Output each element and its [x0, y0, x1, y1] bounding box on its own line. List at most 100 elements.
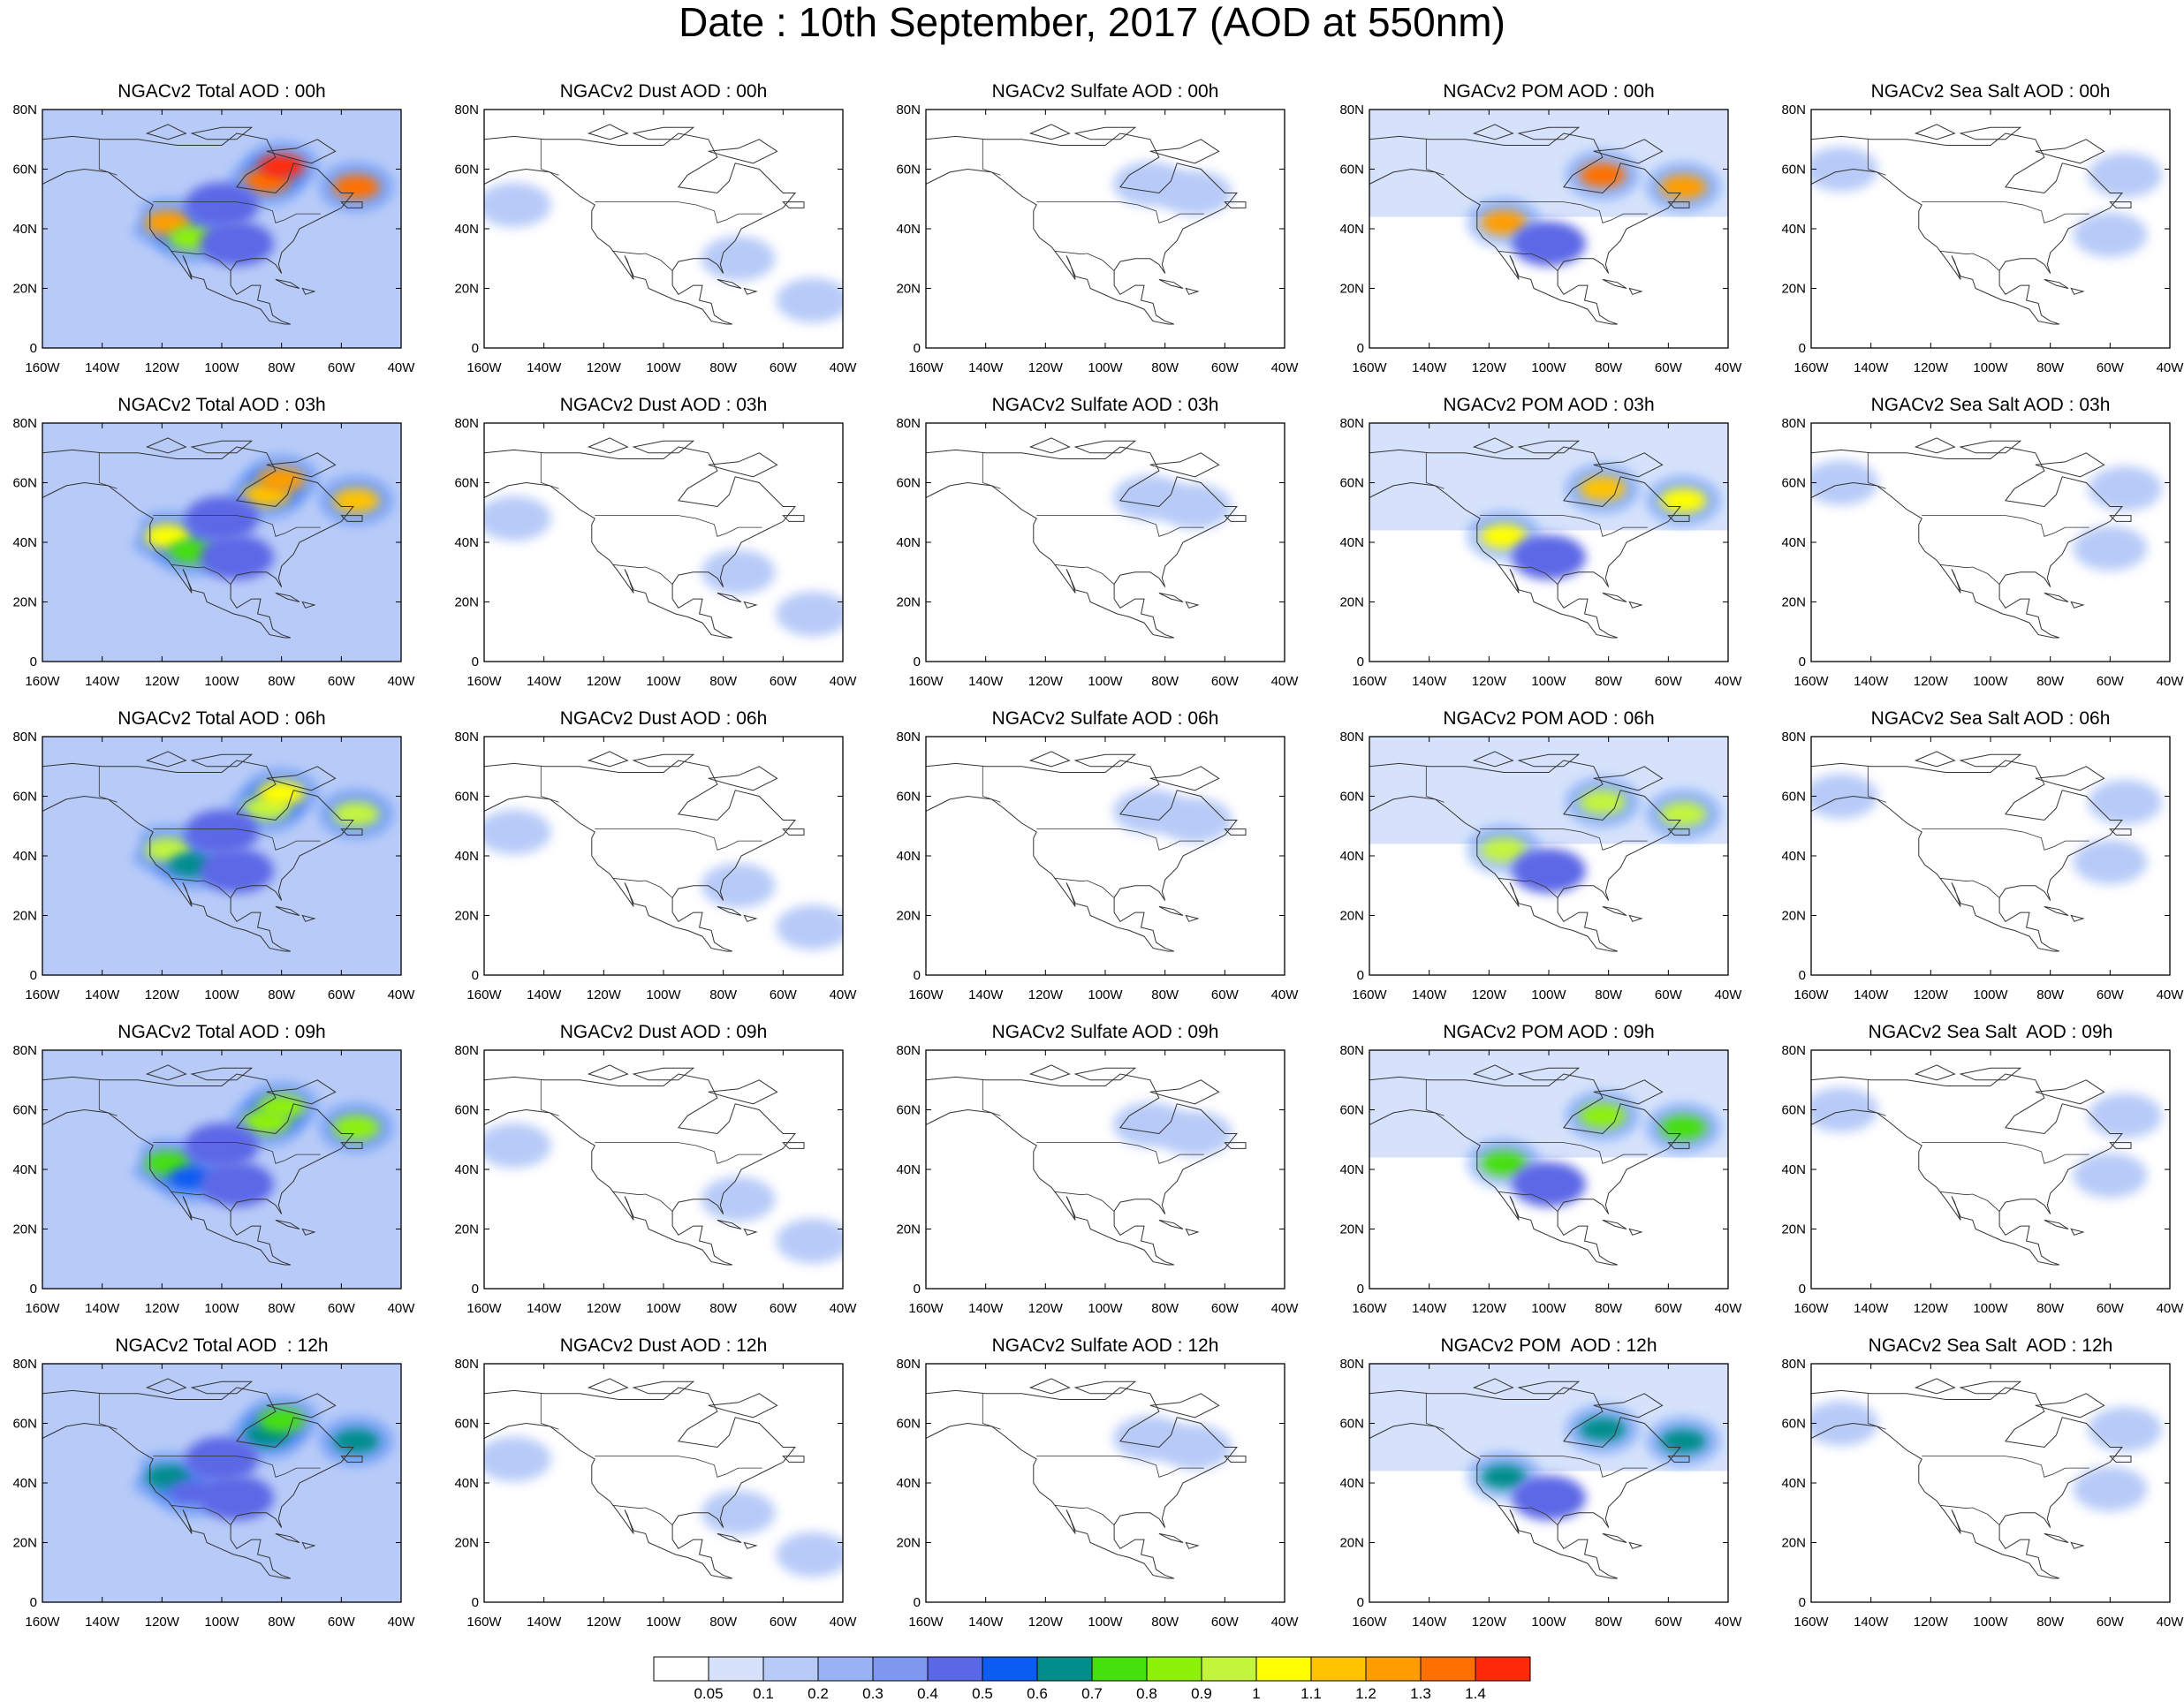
- x-tick-label: 160W: [1793, 987, 1829, 1002]
- y-tick-label: 0: [30, 968, 37, 983]
- x-tick-label: 120W: [587, 360, 622, 375]
- y-tick-label: 40N: [1781, 1476, 1806, 1491]
- y-tick-label: 60N: [1781, 1103, 1806, 1118]
- aod-plume: [1660, 175, 1707, 200]
- panel-title: NGACv2 Total AOD : 06h: [118, 708, 326, 729]
- x-tick-label: 80W: [268, 1615, 296, 1630]
- x-tick-label: 60W: [1211, 987, 1240, 1002]
- aod-plume: [199, 221, 274, 267]
- x-tick-label: 100W: [204, 674, 239, 689]
- panel-title: NGACv2 Dust AOD : 12h: [559, 1335, 768, 1356]
- map-panel: NGACv2 Sulfate AOD : 12h 160W 140W 120W 100W…: [883, 1334, 1299, 1634]
- aod-plume: [64, 191, 140, 237]
- coastlines: [1811, 751, 2132, 952]
- x-tick-label: 100W: [1973, 1615, 2008, 1630]
- x-tick-label: 40W: [2157, 674, 2184, 689]
- coastlines: [42, 1378, 363, 1579]
- x-tick-label: 80W: [1151, 1615, 1179, 1630]
- x-tick-label: 140W: [1412, 1301, 1447, 1316]
- x-tick-label: 40W: [388, 987, 416, 1002]
- coastlines: [1369, 1378, 1690, 1579]
- aod-plume: [64, 818, 140, 864]
- panel-title: NGACv2 Sea Salt AOD : 00h: [1870, 81, 2111, 102]
- aod-plume: [776, 904, 843, 950]
- aod-plume: [1481, 837, 1528, 862]
- x-tick-label: 60W: [770, 674, 798, 689]
- x-tick-label: 100W: [1088, 1301, 1123, 1316]
- y-tick-label: 80N: [12, 730, 37, 745]
- y-tick-label: 40N: [12, 535, 37, 550]
- aod-plume: [2073, 1466, 2148, 1512]
- panel-title: NGACv2 Sulfate AOD : 06h: [991, 708, 1219, 729]
- x-tick-label: 140W: [1854, 987, 1889, 1002]
- aod-plume: [2073, 212, 2148, 258]
- y-tick-label: 40N: [896, 849, 921, 864]
- y-tick-label: 0: [914, 1595, 921, 1610]
- y-tick-label: 80N: [1339, 730, 1364, 745]
- coastlines: [1811, 437, 2132, 639]
- aod-field: [42, 737, 401, 975]
- aod-plume: [1660, 1116, 1707, 1140]
- aod-plume: [333, 1429, 380, 1454]
- map-plot: 160W 140W 120W 100W 80W 60W 40W 80N 60N 40N 20N 0: [1781, 1043, 2184, 1316]
- x-tick-label: 40W: [1271, 1301, 1300, 1316]
- aod-plume: [199, 534, 274, 580]
- y-tick-label: 0: [30, 1282, 37, 1297]
- x-tick-label: 100W: [1531, 360, 1566, 375]
- x-tick-label: 160W: [1352, 360, 1387, 375]
- map-panel: NGACv2 POM AOD : 09h 160W 140W 120W 100W 80W 6…: [1327, 1020, 1742, 1320]
- y-tick-label: 20N: [454, 1222, 479, 1237]
- map-plot: 160W 140W 120W 100W 80W 60W 40W 80N 60N 40N 20N 0: [454, 102, 858, 375]
- x-tick-label: 80W: [1595, 987, 1623, 1002]
- x-tick-label: 120W: [587, 1301, 622, 1316]
- x-tick-label: 140W: [968, 1301, 1004, 1316]
- y-tick-label: 60N: [1339, 163, 1364, 178]
- aod-plume: [1512, 534, 1586, 580]
- x-tick-label: 60W: [770, 1615, 798, 1630]
- y-tick-label: 20N: [1781, 595, 1806, 610]
- aod-plume: [258, 154, 305, 178]
- y-tick-label: 40N: [12, 222, 37, 237]
- aod-plume: [333, 488, 380, 513]
- panel-title: NGACv2 Total AOD : 00h: [118, 81, 326, 102]
- x-tick-label: 140W: [1412, 1615, 1447, 1630]
- x-tick-label: 60W: [328, 987, 356, 1002]
- aod-plume: [1481, 1464, 1528, 1489]
- x-tick-label: 40W: [830, 360, 858, 375]
- y-tick-label: 20N: [896, 282, 921, 297]
- y-tick-label: 40N: [1339, 849, 1364, 864]
- coastlines: [926, 1378, 1247, 1579]
- map-plot: 160W 140W 120W 100W 80W 60W 40W 80N 60N 40N 20N 0: [896, 730, 1299, 1002]
- aod-plume: [333, 1116, 380, 1140]
- x-tick-label: 140W: [968, 987, 1004, 1002]
- y-tick-label: 0: [1357, 1282, 1364, 1297]
- aod-plume: [185, 1123, 259, 1169]
- map-plot: 160W 140W 120W 100W 80W 60W 40W 80N 60N 40N 20N 0: [896, 1043, 1300, 1316]
- aod-plume: [776, 591, 843, 637]
- aod-field: [1811, 147, 2163, 258]
- x-tick-label: 40W: [388, 674, 416, 689]
- y-tick-label: 20N: [454, 1536, 479, 1551]
- aod-plume: [1811, 147, 1878, 192]
- x-tick-label: 40W: [388, 1615, 416, 1630]
- map-plot: 160W 140W 120W 100W 80W 60W 40W 80N 60N 40N 20N 0: [1781, 730, 2184, 1002]
- y-tick-label: 0: [472, 1595, 479, 1610]
- aod-plume: [1481, 524, 1528, 548]
- aod-field: [1369, 737, 1728, 894]
- aod-plume: [1512, 848, 1586, 894]
- x-tick-label: 80W: [709, 1615, 738, 1630]
- x-tick-label: 120W: [1028, 987, 1064, 1002]
- y-tick-label: 40N: [1339, 1476, 1364, 1491]
- y-tick-label: 20N: [12, 282, 37, 297]
- map-plot: 160W 140W 120W 100W 80W 60W 40W 80N 60N 40N 20N 0: [1339, 416, 1742, 689]
- coastlines: [1369, 124, 1690, 325]
- x-tick-label: 100W: [646, 674, 681, 689]
- aod-plume: [258, 467, 305, 492]
- y-tick-label: 40N: [1781, 1162, 1806, 1177]
- aod-plume: [2088, 779, 2163, 825]
- y-tick-label: 80N: [1781, 1357, 1806, 1372]
- aod-plume: [1157, 484, 1232, 529]
- x-tick-label: 100W: [204, 360, 239, 375]
- x-tick-label: 120W: [145, 987, 180, 1002]
